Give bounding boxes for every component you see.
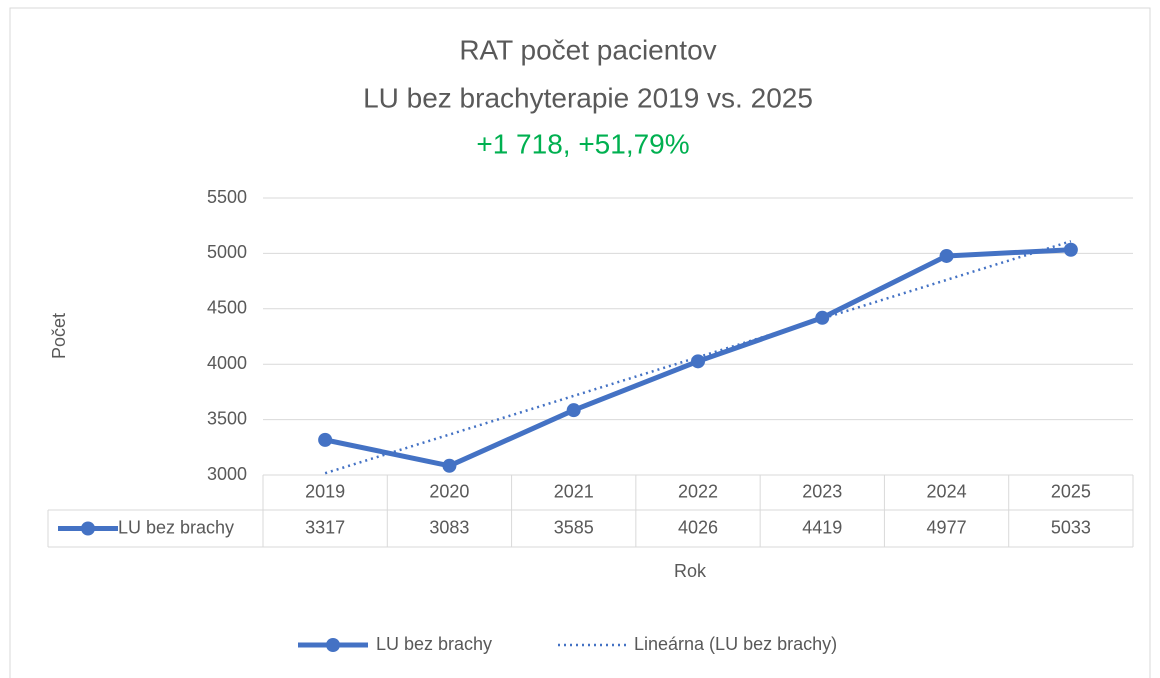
legend-label: LU bez brachy bbox=[376, 634, 492, 654]
x-axis-label: Rok bbox=[674, 561, 707, 581]
y-axis-label: Počet bbox=[49, 313, 69, 359]
table-value: 3585 bbox=[554, 517, 594, 537]
table-value: 3083 bbox=[429, 517, 469, 537]
data-point bbox=[318, 432, 333, 447]
chart-title: RAT počet pacientov bbox=[459, 34, 716, 65]
chart-subtitle: +1 718, +51,79% bbox=[476, 128, 689, 159]
x-tick-label: 2021 bbox=[554, 481, 594, 501]
x-tick-label: 2025 bbox=[1051, 481, 1091, 501]
y-tick-label: 5500 bbox=[207, 187, 247, 207]
data-point bbox=[566, 403, 581, 418]
y-tick-label: 4500 bbox=[207, 298, 247, 318]
table-value: 4419 bbox=[802, 517, 842, 537]
y-tick-label: 4000 bbox=[207, 353, 247, 373]
table-series-name: LU bez brachy bbox=[118, 517, 234, 537]
legend-label: Lineárna (LU bez brachy) bbox=[634, 634, 837, 654]
x-tick-label: 2023 bbox=[802, 481, 842, 501]
table-value: 4026 bbox=[678, 517, 718, 537]
chart-title: LU bez brachyterapie 2019 vs. 2025 bbox=[363, 82, 813, 113]
x-tick-label: 2020 bbox=[429, 481, 469, 501]
chart-border bbox=[9, 7, 1151, 678]
x-tick-label: 2024 bbox=[927, 481, 967, 501]
y-tick-label: 3500 bbox=[207, 408, 247, 428]
data-point bbox=[815, 310, 830, 325]
x-tick-label: 2019 bbox=[305, 481, 345, 501]
table-value: 3317 bbox=[305, 517, 345, 537]
table-value: 4977 bbox=[927, 517, 967, 537]
y-tick-label: 5000 bbox=[207, 242, 247, 262]
data-point bbox=[939, 248, 954, 263]
table-legend-key bbox=[81, 521, 95, 536]
data-point bbox=[442, 458, 457, 473]
x-tick-label: 2022 bbox=[678, 481, 718, 501]
y-tick-label: 3000 bbox=[207, 464, 247, 484]
data-point bbox=[691, 354, 705, 369]
data-point bbox=[1063, 242, 1078, 257]
legend-key bbox=[326, 638, 340, 652]
table-value: 5033 bbox=[1051, 517, 1091, 537]
